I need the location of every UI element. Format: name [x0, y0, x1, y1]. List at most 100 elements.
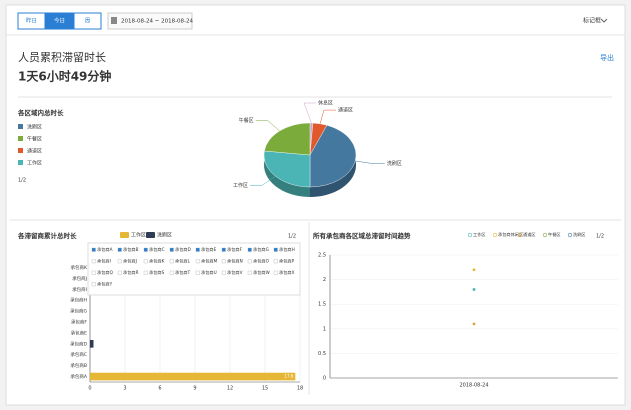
filter-checkbox[interactable] — [273, 259, 278, 264]
filter-item[interactable]: 承包商S — [149, 269, 165, 276]
legend-marker — [492, 232, 498, 238]
x-tick-label: 0 — [88, 386, 91, 392]
date-range[interactable]: 2018-08-24 ~ 2018-08-24 — [121, 19, 194, 25]
chevron — [600, 18, 608, 23]
filter-checkbox[interactable] — [221, 247, 226, 252]
filter-item[interactable]: 承包商C — [149, 246, 165, 253]
legend-page[interactable]: 1/2 — [288, 234, 296, 240]
filter-item[interactable]: 承包商B — [123, 246, 139, 253]
pie-label: 洗刷区 — [387, 160, 402, 167]
user-menu[interactable]: 标记框 — [583, 17, 601, 25]
filter-checkbox[interactable] — [91, 259, 96, 264]
y-tick-label: 承包商K — [71, 264, 88, 271]
point — [472, 288, 476, 291]
filter-item[interactable]: 承包商E — [201, 246, 217, 253]
filter-item[interactable]: 承包商P — [279, 258, 295, 265]
filter-checkbox[interactable] — [143, 259, 148, 264]
y-tick-label: 承包商C — [70, 351, 87, 358]
filter-item[interactable]: 承包商M — [201, 258, 218, 265]
filter-item[interactable]: 承包商R — [123, 269, 139, 276]
filter-checkbox[interactable] — [273, 270, 278, 275]
export-link[interactable]: 导出 — [600, 53, 614, 62]
filter-checkbox[interactable] — [221, 270, 226, 275]
legend-page[interactable]: 1/2 — [18, 178, 26, 184]
legend-label: 工作区 — [27, 160, 42, 167]
y-tick-label: 1.5 — [318, 302, 326, 308]
y-tick-label: 承包商E — [71, 329, 87, 336]
filter-checkbox[interactable] — [273, 247, 278, 252]
legend-label[interactable]: 午餐区 — [548, 231, 561, 238]
tab-label[interactable]: 昨日 — [26, 17, 37, 25]
filter-item[interactable]: 承包商Y — [97, 281, 113, 288]
filter-checkbox[interactable] — [221, 259, 226, 264]
filter-item[interactable]: 承包商A — [97, 246, 113, 253]
legend-label[interactable]: 承包商休闲区 — [498, 231, 523, 238]
date-picker[interactable] — [107, 12, 193, 30]
filter-item[interactable]: 承包商L — [175, 258, 191, 265]
filter-item[interactable]: 承包商F — [227, 246, 243, 253]
filter-checkbox[interactable] — [247, 259, 252, 264]
pie-label: 通道区 — [338, 107, 353, 114]
filter-item[interactable]: 承包商U — [201, 269, 217, 276]
legend-label[interactable]: 洗刷区 — [157, 232, 172, 239]
filter-checkbox[interactable] — [169, 247, 174, 252]
filter-checkbox[interactable] — [91, 282, 96, 287]
pie-slice — [264, 122, 311, 156]
legend-swatch — [18, 148, 23, 153]
filter-item[interactable]: 承包商V — [227, 269, 243, 276]
filter-item[interactable]: 承包商K — [149, 258, 165, 265]
filter-checkbox[interactable] — [195, 259, 200, 264]
filter-item[interactable]: 承包商H — [279, 246, 295, 253]
leader-line — [355, 160, 385, 164]
legend-label[interactable]: 通道区 — [523, 231, 536, 238]
filter-checkbox[interactable] — [247, 270, 252, 275]
tab-button[interactable] — [17, 12, 46, 30]
x-tick-label: 18 — [297, 386, 303, 392]
filter-checkbox[interactable] — [117, 270, 122, 275]
filter-checkbox[interactable] — [195, 247, 200, 252]
filter-item[interactable]: 承包商G — [253, 246, 269, 253]
legend-marker — [467, 232, 473, 238]
filter-item[interactable]: 承包商J — [123, 258, 137, 265]
legend-label[interactable]: 洗刷区 — [573, 231, 586, 238]
filter-checkbox[interactable] — [195, 270, 200, 275]
filter-item[interactable]: 承包商N — [227, 258, 243, 265]
filter-item[interactable]: 承包商I — [97, 258, 111, 265]
filter-checkbox[interactable] — [169, 270, 174, 275]
filter-checkbox[interactable] — [91, 270, 96, 275]
legend-marker — [517, 232, 523, 238]
x-tick-label: 3 — [123, 386, 126, 392]
legend-label[interactable]: 工作区 — [131, 232, 146, 239]
legend-label: 洗刷区 — [27, 124, 42, 131]
y-tick-label: 0.5 — [318, 351, 326, 357]
legend-label[interactable]: 工作区 — [473, 231, 486, 238]
calendar-icon — [111, 17, 117, 24]
legend-label: 午餐区 — [27, 136, 42, 143]
chart-title: 各滞留商累计总时长 — [17, 231, 77, 240]
filter-item[interactable]: 承包商X — [279, 269, 295, 276]
filter-checkbox[interactable] — [143, 270, 148, 275]
total-duration: 1天6小时49分钟 — [18, 69, 111, 84]
filter-checkbox[interactable] — [117, 247, 122, 252]
filter-checkbox[interactable] — [247, 247, 252, 252]
filter-checkbox[interactable] — [91, 247, 96, 252]
tab-label[interactable]: 周 — [85, 18, 91, 25]
legend-swatch — [18, 160, 23, 165]
leader-line — [249, 175, 276, 186]
filter-item[interactable]: 承包商O — [253, 258, 270, 265]
legend-marker — [542, 232, 548, 238]
filter-checkbox[interactable] — [169, 259, 174, 264]
filter-item[interactable]: 承包商W — [253, 269, 270, 276]
filter-item[interactable]: 承包商Q — [97, 269, 114, 276]
legend-swatch — [18, 136, 23, 141]
tab-button[interactable] — [73, 12, 102, 30]
tab-button[interactable] — [45, 12, 74, 30]
tab-label[interactable]: 今日 — [54, 17, 65, 25]
filter-item[interactable]: 承包商D — [175, 246, 191, 253]
filter-checkbox[interactable] — [117, 259, 122, 264]
legend-page[interactable]: 1/2 — [596, 234, 604, 240]
x-tick-label: 2018-08-24 — [459, 383, 488, 389]
pie-label: 休息区 — [318, 100, 333, 107]
filter-item[interactable]: 承包商T — [175, 269, 191, 276]
filter-checkbox[interactable] — [143, 247, 148, 252]
